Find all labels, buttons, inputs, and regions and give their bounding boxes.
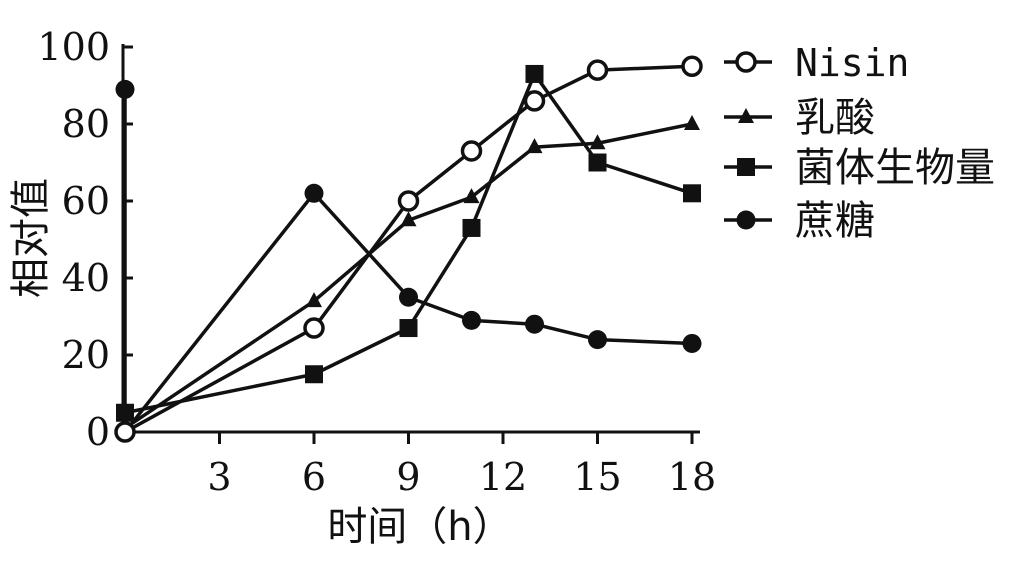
x-tick-label: 3 <box>207 455 231 499</box>
data-point <box>525 64 544 83</box>
x-tick-label: 6 <box>302 455 326 499</box>
data-point <box>588 330 607 350</box>
x-tick-label: 12 <box>479 455 527 499</box>
x-tick-label: 15 <box>573 455 621 499</box>
data-point <box>586 59 609 81</box>
legend-label: 乳酸 <box>795 95 875 141</box>
series-line <box>124 64 693 434</box>
data-point <box>306 292 322 308</box>
data-point <box>116 403 134 422</box>
legend-item-1: Nisin <box>724 41 909 85</box>
data-point <box>303 317 325 339</box>
data-point <box>305 365 323 384</box>
data-point <box>681 55 703 77</box>
data-point <box>463 188 480 204</box>
legend-item-4: 蔗糖 <box>724 198 875 244</box>
legend-marker <box>737 158 755 176</box>
y-ticks: 0 20 40 60 80 100 <box>37 25 133 454</box>
data-point <box>525 314 544 334</box>
data-point <box>397 190 420 212</box>
data-point <box>115 79 135 99</box>
y-tick-label: 40 <box>62 256 110 300</box>
series-line <box>123 89 693 434</box>
y-axis-title: 相对值 <box>8 178 54 298</box>
data-point <box>114 421 136 443</box>
series-layer <box>114 55 703 443</box>
data-point <box>683 184 701 203</box>
x-tick-label: 9 <box>396 455 420 499</box>
legend-item-2: 乳酸 <box>724 95 875 141</box>
legend-label: 菌体生物量 <box>795 145 995 191</box>
data-point <box>588 153 607 172</box>
legend-item-3: 菌体生物量 <box>724 145 995 191</box>
x-ticks: 3 6 9 12 15 18 <box>207 432 716 499</box>
legend-label: 蔗糖 <box>795 198 875 244</box>
data-point <box>462 310 481 330</box>
data-point <box>304 183 324 203</box>
data-point <box>460 140 483 162</box>
data-point <box>462 218 481 237</box>
y-tick-label: 60 <box>62 179 110 223</box>
series-4 <box>115 79 702 442</box>
series-1 <box>114 55 703 443</box>
x-axis-title: 时间（h） <box>327 504 512 550</box>
y-tick-label: 0 <box>86 410 110 454</box>
y-tick-label: 100 <box>37 25 110 69</box>
series-line <box>124 72 693 415</box>
data-point <box>682 333 702 353</box>
series-2 <box>117 115 700 435</box>
plot-area: 0 20 40 60 80 100 3 6 9 12 15 18 <box>37 25 716 499</box>
series-3 <box>116 64 701 422</box>
legend-marker <box>736 210 756 230</box>
series-line <box>124 122 693 430</box>
data-point <box>400 211 417 227</box>
y-tick-label: 20 <box>62 333 110 377</box>
data-point <box>399 319 418 338</box>
legend-marker <box>738 108 754 123</box>
data-point <box>684 115 700 130</box>
x-tick-label: 18 <box>668 455 716 499</box>
data-point <box>523 90 546 112</box>
data-point <box>399 287 418 307</box>
legend-marker <box>735 51 757 73</box>
y-tick-label: 80 <box>62 102 110 146</box>
legend-label: Nisin <box>795 41 909 85</box>
data-point <box>526 138 543 154</box>
data-point <box>589 134 606 150</box>
